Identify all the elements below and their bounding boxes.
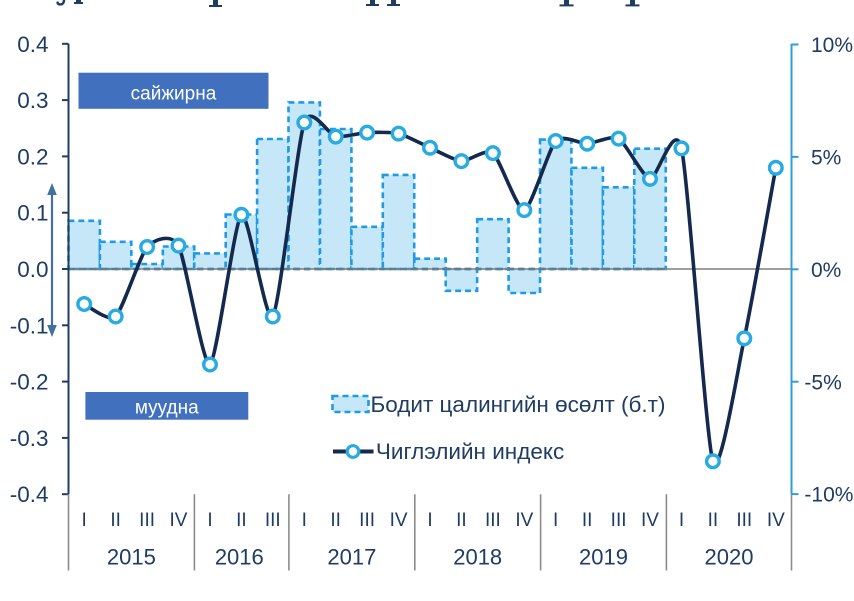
svg-text:III: III	[736, 510, 752, 531]
svg-text:-0.1: -0.1	[10, 313, 49, 338]
svg-text:I: I	[82, 510, 87, 531]
svg-text:-0.3: -0.3	[10, 426, 49, 451]
svg-text:II: II	[708, 510, 719, 531]
svg-text:II: II	[236, 510, 247, 531]
svg-text:II: II	[582, 510, 593, 531]
svg-text:2018: 2018	[453, 545, 502, 570]
svg-text:IV: IV	[641, 510, 659, 531]
svg-text:Бодит цалингийн өсөлт (б.т): Бодит цалингийн өсөлт (б.т)	[371, 392, 666, 417]
svg-text:III: III	[359, 510, 375, 531]
svg-text:0%: 0%	[811, 259, 841, 282]
svg-text:IV: IV	[767, 510, 785, 531]
svg-text:0.2: 0.2	[17, 144, 48, 169]
svg-text:I: I	[427, 510, 432, 531]
svg-text:III: III	[265, 510, 281, 531]
svg-text:Чиглэлийн индекс: Чиглэлийн индекс	[376, 439, 564, 464]
svg-text:III: III	[611, 510, 627, 531]
svg-text:2015: 2015	[107, 545, 156, 570]
svg-text:2017: 2017	[327, 545, 376, 570]
svg-text:10%: 10%	[811, 34, 853, 57]
svg-text:IV: IV	[170, 510, 188, 531]
svg-text:муудна: муудна	[135, 397, 199, 418]
svg-text:-10%: -10%	[804, 484, 853, 507]
svg-text:I: I	[679, 510, 684, 531]
svg-text:I: I	[207, 510, 212, 531]
svg-text:2016: 2016	[215, 545, 264, 570]
svg-text:-0.4: -0.4	[10, 482, 49, 507]
svg-text:-0.2: -0.2	[10, 370, 49, 395]
svg-text:0.4: 0.4	[17, 32, 48, 57]
svg-text:II: II	[110, 510, 121, 531]
svg-text:III: III	[139, 510, 155, 531]
svg-text:-5%: -5%	[804, 371, 841, 394]
svg-text:2019: 2019	[579, 545, 628, 570]
svg-text:0.1: 0.1	[17, 201, 48, 226]
svg-text:0.3: 0.3	[17, 88, 48, 113]
svg-text:IV: IV	[515, 510, 533, 531]
svg-text:I: I	[302, 510, 307, 531]
svg-text:I: I	[553, 510, 558, 531]
svg-text:5%: 5%	[811, 147, 841, 170]
svg-text:0.0: 0.0	[17, 257, 48, 282]
svg-text:III: III	[485, 510, 501, 531]
svg-text:II: II	[456, 510, 467, 531]
svg-text:IV: IV	[390, 510, 408, 531]
svg-text:II: II	[330, 510, 341, 531]
svg-text:сайжирна: сайжирна	[131, 83, 217, 104]
svg-text:2020: 2020	[705, 545, 754, 570]
